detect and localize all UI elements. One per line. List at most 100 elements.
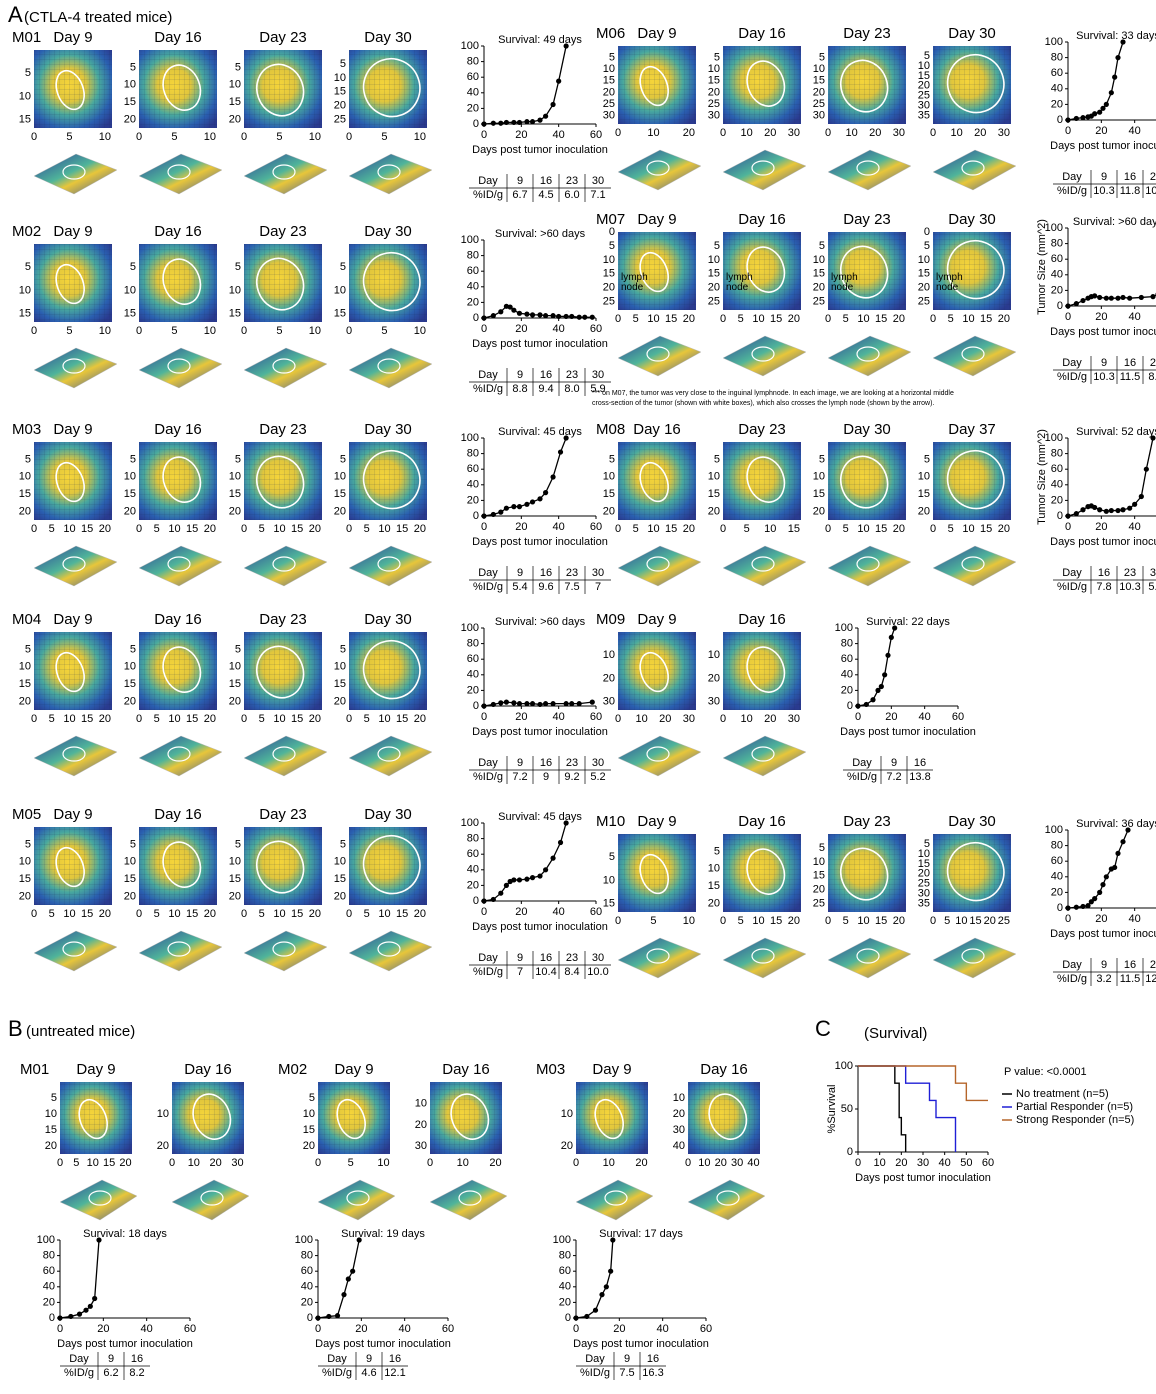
- heatmap-x-label: 0: [615, 713, 621, 725]
- heatmap-x-label: 0: [57, 1157, 63, 1169]
- heatmap-y-label: 20: [334, 100, 346, 112]
- heatmap-x-label: 5: [381, 131, 387, 143]
- heatmap-x-label: 0: [346, 713, 352, 725]
- heatmap-y-label: 5: [340, 58, 346, 70]
- heatmap-x-label: 0: [615, 313, 621, 325]
- heatmap-y-label: 5: [25, 261, 31, 273]
- data-point: [882, 672, 887, 677]
- heatmap-x-label: 10: [457, 1157, 469, 1169]
- table-cell: 7.5: [619, 1367, 634, 1379]
- y-tick-label: 20: [1051, 284, 1063, 296]
- heatmap-x-label: 15: [81, 713, 93, 725]
- x-tick-label: 20: [515, 129, 527, 141]
- heatmap-y-label: 10: [813, 63, 825, 75]
- y-tick-label: 60: [467, 848, 479, 860]
- x-tick-label: 0: [1065, 311, 1071, 323]
- heatmap-y-label: 30: [708, 696, 720, 708]
- table-cell: 7: [517, 966, 523, 978]
- scan-day: Day 16: [738, 25, 786, 42]
- growth-line: [1068, 42, 1123, 120]
- heatmap-x-label: 5: [364, 523, 370, 535]
- data-point: [524, 312, 529, 317]
- heatmap-y-label: 10: [124, 284, 136, 296]
- y-tick-label: 0: [473, 510, 479, 522]
- heatmap-y-label: 20: [124, 696, 136, 708]
- y-tick-label: 60: [467, 653, 479, 665]
- scan-day: Day 30: [364, 806, 412, 823]
- heatmap-y-label: 15: [603, 75, 615, 87]
- heatmap-x-label: 15: [186, 523, 198, 535]
- heatmap-x-label: 0: [241, 325, 247, 337]
- heatmap-grid: [60, 1082, 132, 1154]
- heatmap-y-label: 10: [19, 471, 31, 483]
- heatmap-x-label: 0: [346, 131, 352, 143]
- table-header: 9: [108, 1353, 114, 1365]
- heatmap-grid: [172, 1082, 244, 1154]
- chart-title: Survival: 18 days: [83, 1228, 167, 1240]
- scan-day: Day 16: [154, 611, 202, 628]
- heatmap-x-label: 10: [414, 325, 426, 337]
- y-tick-label: 40: [467, 479, 479, 491]
- heatmap-y-label: 35: [918, 898, 930, 910]
- x-tick-label: 40: [553, 129, 565, 141]
- data-point: [504, 120, 509, 125]
- growth-line: [484, 46, 566, 124]
- heatmap-grid: [723, 46, 801, 124]
- heatmap-x-label: 20: [764, 713, 776, 725]
- heatmap-y-label: 5: [25, 453, 31, 465]
- y-tick-label: 20: [43, 1296, 55, 1308]
- heatmap-y-label: 10: [124, 661, 136, 673]
- heatmap-x-label: 5: [276, 325, 282, 337]
- heatmap-y-label: 20: [415, 1119, 427, 1131]
- data-point: [1080, 298, 1085, 303]
- table-header: 16: [540, 567, 552, 579]
- growth-line: [1068, 438, 1153, 516]
- heatmap-x-label: 20: [99, 523, 111, 535]
- x-tick-label: 60: [952, 711, 964, 723]
- x-tick-label: 20: [515, 711, 527, 723]
- table-cell: %ID/g: [1057, 581, 1087, 593]
- data-point: [1065, 117, 1070, 122]
- data-point: [582, 315, 587, 320]
- heatmap-y-label: 20: [603, 506, 615, 518]
- data-point: [855, 703, 860, 708]
- annotation: node: [726, 282, 749, 293]
- table-header: 16: [540, 175, 552, 187]
- data-point: [1112, 865, 1117, 870]
- heatmap-y-label: 10: [229, 856, 241, 868]
- heatmap-grid: [34, 632, 112, 710]
- data-point: [524, 877, 529, 882]
- x-axis-label: Days post tumor inoculation: [472, 921, 608, 933]
- table-cell: %ID/g: [473, 383, 503, 395]
- y-tick-label: 100: [1045, 824, 1063, 836]
- data-point: [577, 701, 582, 706]
- surface-3d: [349, 736, 432, 776]
- heatmap-x-label: 10: [204, 131, 216, 143]
- data-point: [889, 635, 894, 640]
- scan-day: Day 16: [700, 1061, 748, 1078]
- heatmap-x-label: 15: [103, 1157, 115, 1169]
- heatmap-x-label: 5: [154, 908, 160, 920]
- heatmap-y-label: 10: [45, 1108, 57, 1120]
- heatmap-y-label: 20: [334, 506, 346, 518]
- data-point: [537, 702, 542, 707]
- data-point: [1065, 303, 1070, 308]
- heatmap-x-label: 5: [633, 313, 639, 325]
- data-point: [590, 315, 595, 320]
- scan-day: Day 23: [259, 611, 307, 628]
- x-tick-label: 60: [590, 711, 602, 723]
- heatmap-x-label: 15: [186, 908, 198, 920]
- heatmap-x-label: 10: [636, 713, 648, 725]
- mouse-id: M01: [12, 29, 41, 46]
- table-header: Day: [478, 757, 498, 769]
- heatmap-x-label: 5: [948, 313, 954, 325]
- data-point: [491, 897, 496, 902]
- data-point: [550, 313, 555, 318]
- data-point: [1074, 905, 1079, 910]
- heatmap-x-label: 15: [980, 523, 992, 535]
- data-point: [350, 1269, 355, 1274]
- heatmap-grid: [34, 827, 112, 905]
- x-axis-label: Days post tumor inoculation: [573, 1338, 709, 1350]
- heatmap-y-label: 20: [124, 114, 136, 126]
- table-cell: %ID/g: [847, 771, 877, 783]
